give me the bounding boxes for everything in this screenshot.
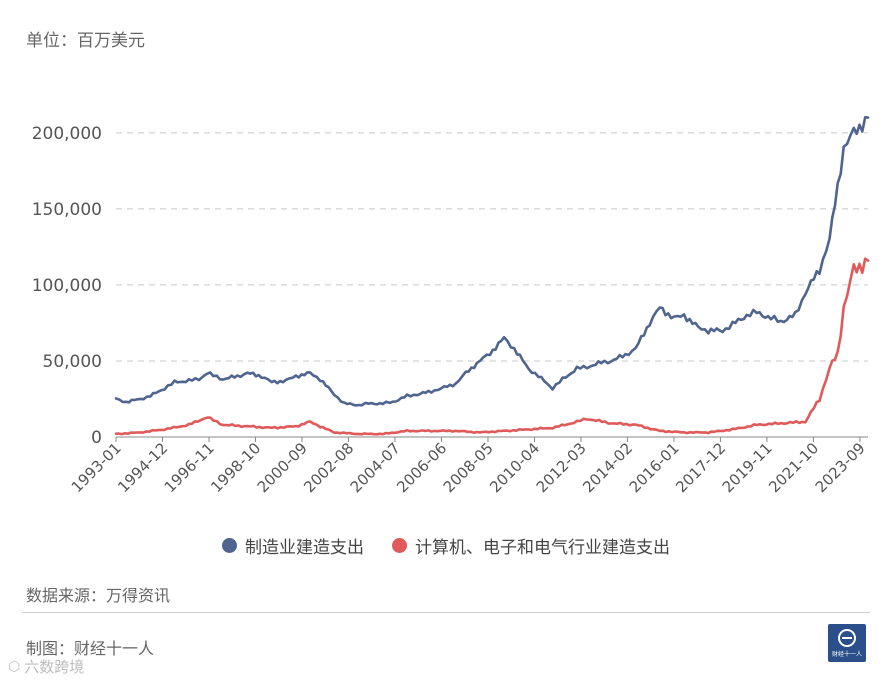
brand-logo: 财经十一人: [828, 624, 866, 662]
grid-layer: [116, 132, 868, 438]
globe-icon: [838, 628, 856, 647]
footer-divider: [22, 612, 870, 613]
legend-marker-manufacturing: [222, 538, 237, 553]
x-axis-ticks: 1993-011994-121996-111998-102000-092002-…: [68, 437, 869, 496]
x-tick-label: 2008-05: [440, 439, 497, 496]
watermark: ⬡ 六数跨境: [8, 656, 84, 677]
x-tick-label: 2006-06: [393, 439, 450, 496]
x-tick-label: 2012-03: [533, 439, 590, 496]
legend-item-computer-electronics[interactable]: 计算机、电子和电气行业建造支出: [392, 533, 670, 558]
x-tick-label: 2004-07: [347, 439, 404, 496]
x-tick-label: 1994-12: [114, 439, 171, 496]
unit-label: 单位：百万美元: [26, 31, 145, 51]
x-tick-label: 2023-09: [812, 439, 869, 496]
x-tick-label: 2017-12: [672, 439, 729, 496]
chart-legend: 制造业建造支出 计算机、电子和电气行业建造支出: [0, 533, 892, 558]
chart-maker: 制图：财经十一人: [26, 639, 155, 658]
data-source: 数据来源：万得资讯: [26, 586, 171, 605]
x-tick-label: 1996-11: [161, 439, 218, 496]
x-tick-label: 2016-01: [626, 439, 683, 496]
x-tick-label: 1998-10: [207, 439, 264, 496]
y-tick-label: 0: [91, 428, 102, 448]
y-tick-label: 150,000: [32, 200, 102, 220]
watermark-text: 六数跨境: [24, 658, 85, 676]
x-tick-label: 2010-04: [486, 439, 543, 496]
legend-label-computer-electronics: 计算机、电子和电气行业建造支出: [415, 538, 670, 558]
series-layer: [114, 116, 870, 436]
x-tick-label: 2000-09: [254, 439, 311, 496]
x-tick-label: 2014-02: [579, 439, 636, 496]
x-tick-label: 2002-08: [300, 439, 357, 496]
hexagon-logo-icon: ⬡: [8, 658, 21, 675]
legend-label-manufacturing: 制造业建造支出: [245, 538, 364, 558]
x-tick-label: 2019-11: [719, 439, 776, 496]
legend-marker-computer-electronics: [392, 538, 407, 553]
y-tick-label: 200,000: [32, 124, 102, 144]
series-line-manufacturing: [114, 116, 870, 407]
brand-logo-text: 财经十一人: [831, 650, 862, 658]
legend-item-manufacturing[interactable]: 制造业建造支出: [222, 533, 364, 558]
y-tick-label: 100,000: [32, 276, 102, 296]
line-chart: 0 50,000 100,000 150,000 200,000 1993-011994…: [32, 116, 870, 496]
x-tick-label: 2021-10: [765, 439, 822, 496]
series-line-computer-electronics: [114, 257, 870, 436]
y-axis-ticks: 0 50,000 100,000 150,000 200,000: [32, 124, 102, 448]
y-tick-label: 50,000: [43, 352, 102, 372]
